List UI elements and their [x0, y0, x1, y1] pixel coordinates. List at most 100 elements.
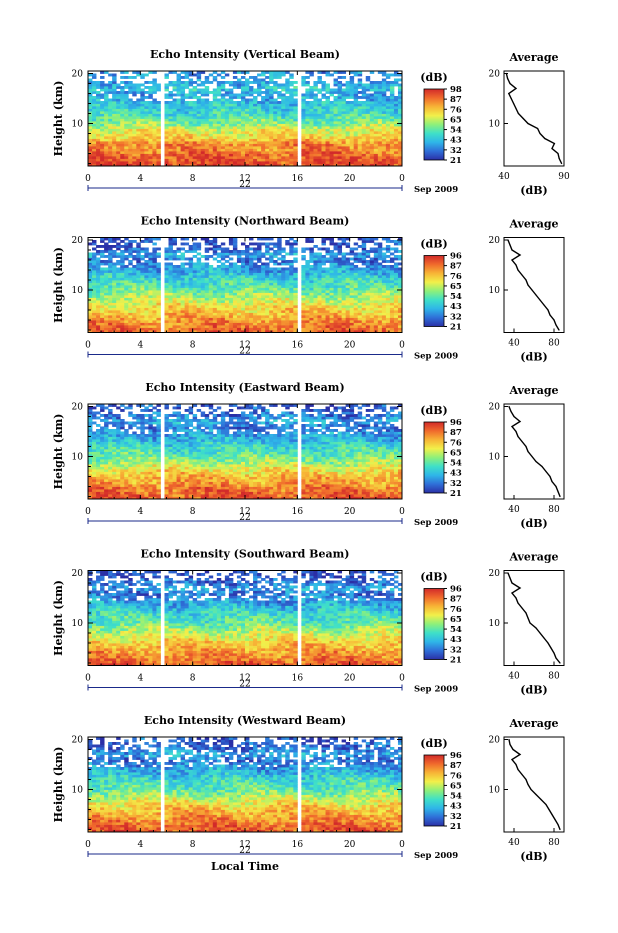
heatmap-cell — [265, 325, 269, 328]
heatmap-cell — [273, 325, 277, 328]
heatmap-cell — [261, 104, 265, 107]
heatmap-cell — [257, 144, 261, 147]
heatmap-cell — [350, 290, 354, 293]
heatmap-cell — [128, 151, 132, 154]
heatmap-cell — [293, 121, 297, 124]
heatmap-cell — [201, 300, 205, 303]
heatmap-cell — [112, 109, 116, 112]
heatmap-cell — [366, 114, 370, 117]
heatmap-cell — [293, 129, 297, 132]
heatmap-cell — [177, 131, 181, 134]
heatmap-cell — [132, 159, 136, 162]
heatmap-cell — [273, 318, 277, 321]
heatmap-cell — [144, 310, 148, 313]
heatmap-cell — [261, 149, 265, 152]
heatmap-cell — [193, 310, 197, 313]
heatmap-cell — [293, 149, 297, 152]
heatmap-cell — [108, 101, 112, 104]
heatmap-cell — [277, 313, 281, 316]
heatmap-cell — [313, 104, 317, 107]
heatmap-cell — [164, 101, 168, 104]
heatmap-cell — [209, 305, 213, 308]
heatmap-cell — [96, 325, 100, 328]
heatmap-cell — [108, 303, 112, 306]
heatmap-cell — [225, 144, 229, 147]
heatmap-cell — [305, 275, 309, 278]
heatmap-cell — [370, 154, 374, 157]
heatmap-cell — [309, 106, 313, 109]
heatmap-cell — [116, 303, 120, 306]
heatmap-cell — [205, 89, 209, 92]
heatmap-cell — [342, 104, 346, 107]
heatmap-cell — [293, 124, 297, 127]
heatmap-cell — [164, 283, 168, 286]
heatmap-cell — [285, 89, 289, 92]
heatmap-cell — [173, 290, 177, 293]
heatmap-cell — [177, 328, 181, 331]
heatmap-cell — [317, 116, 321, 119]
heatmap-cell — [293, 131, 297, 134]
heatmap-cell — [374, 86, 378, 89]
heatmap-cell — [221, 121, 225, 124]
heatmap-cell — [217, 260, 221, 263]
heatmap-cell — [112, 114, 116, 117]
heatmap-cell — [277, 159, 281, 162]
heatmap-cell — [136, 149, 140, 152]
heatmap-cell — [326, 139, 330, 142]
heatmap-cell — [213, 151, 217, 154]
heatmap-cell — [342, 119, 346, 122]
colorbar-tick-label: 65 — [450, 115, 462, 125]
heatmap-cell — [104, 91, 108, 94]
heatmap-cell — [330, 315, 334, 318]
heatmap-cell — [289, 253, 293, 256]
heatmap-cell — [152, 99, 156, 102]
heatmap-cell — [386, 305, 390, 308]
heatmap-cell — [390, 86, 394, 89]
heatmap-cell — [358, 300, 362, 303]
heatmap-cell — [120, 126, 124, 129]
heatmap-cell — [229, 295, 233, 298]
heatmap-cell — [277, 268, 281, 271]
heatmap-cell — [269, 280, 273, 283]
heatmap-cell — [221, 159, 225, 162]
heatmap-cell — [132, 328, 136, 331]
heatmap-cell — [152, 300, 156, 303]
heatmap-cell — [245, 129, 249, 132]
heatmap-cell — [152, 154, 156, 157]
heatmap-cell — [169, 293, 173, 296]
heatmap-cell — [201, 303, 205, 306]
heatmap-cell — [346, 156, 350, 159]
heatmap-cell — [253, 265, 257, 268]
heatmap-cell — [124, 305, 128, 308]
heatmap-cell — [225, 310, 229, 313]
heatmap-cell — [181, 315, 185, 318]
heatmap-cell — [253, 79, 257, 82]
heatmap-cell — [120, 156, 124, 159]
heatmap-cell — [148, 104, 152, 107]
heatmap-cell — [358, 159, 362, 162]
heatmap-cell — [289, 288, 293, 291]
heatmap-cell — [169, 265, 173, 268]
heatmap-cell — [374, 146, 378, 149]
heatmap-cell — [309, 268, 313, 271]
heatmap-cell — [394, 268, 398, 271]
heatmap-cell — [237, 94, 241, 97]
heatmap-cell — [301, 81, 305, 84]
heatmap-cell — [245, 300, 249, 303]
heatmap-cell — [233, 303, 237, 306]
heatmap-cell — [289, 109, 293, 112]
heatmap-cell — [164, 263, 168, 266]
heatmap-cell — [261, 270, 265, 273]
heatmap-cell — [257, 109, 261, 112]
heatmap-cell — [281, 124, 285, 127]
heatmap-cell — [88, 263, 92, 266]
heatmap-cell — [350, 253, 354, 256]
heatmap-cell — [326, 129, 330, 132]
heatmap-cell — [136, 290, 140, 293]
heatmap-cell — [386, 151, 390, 154]
heatmap-cell — [309, 305, 313, 308]
heatmap-cell — [374, 149, 378, 152]
heatmap-cell — [321, 323, 325, 326]
heatmap-cell — [386, 156, 390, 159]
heatmap-cell — [281, 323, 285, 326]
